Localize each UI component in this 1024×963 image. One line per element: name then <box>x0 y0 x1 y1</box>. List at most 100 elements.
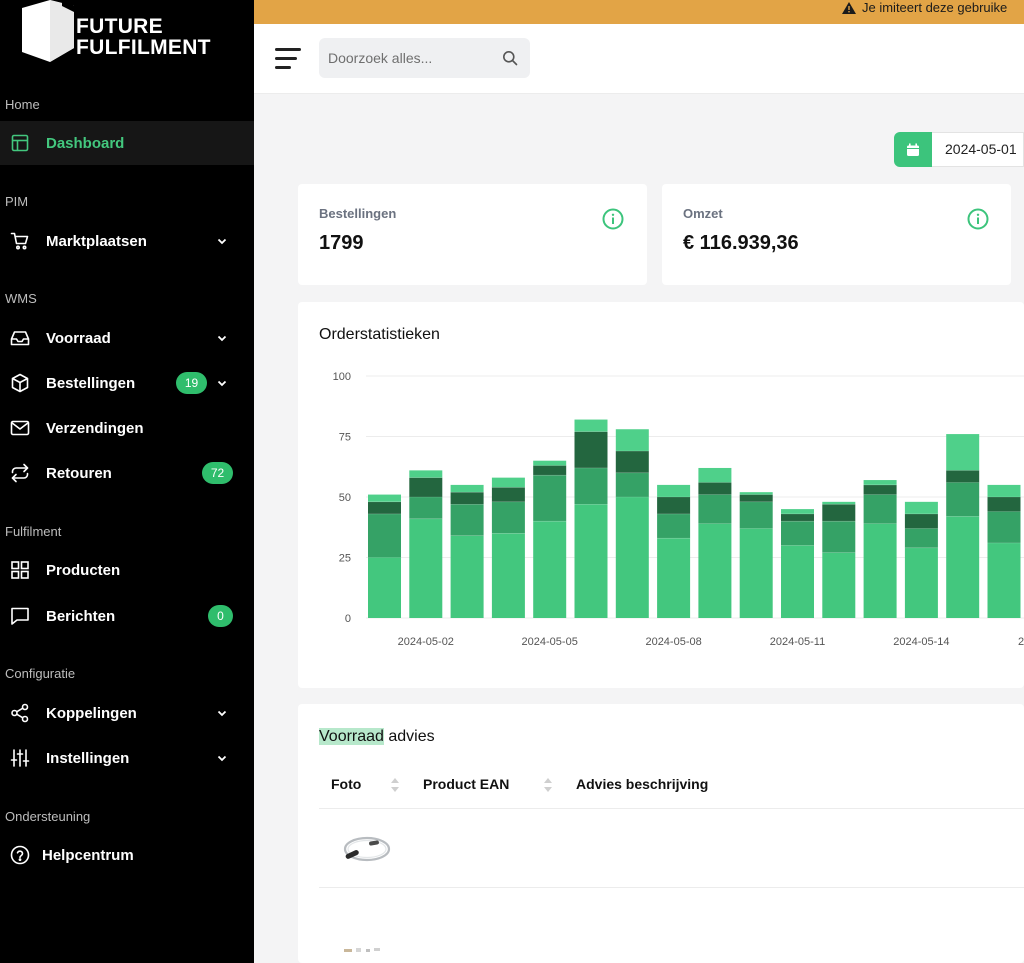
x-tick-label: 2024-05-14 <box>893 636 949 648</box>
table-row[interactable] <box>319 809 1024 887</box>
info-icon[interactable] <box>967 208 989 230</box>
chart-bar-segment <box>491 533 525 618</box>
sidebar-item-retouren[interactable]: Retouren 72 <box>0 451 254 495</box>
search-icon[interactable] <box>502 50 518 66</box>
y-tick-label: 75 <box>339 432 351 444</box>
chart-bar-segment <box>533 475 567 522</box>
impersonation-warning: Je imiteert deze gebruike <box>842 0 1007 15</box>
chart-bar-segment <box>574 419 608 432</box>
chart-bar-segment <box>409 470 443 478</box>
search-input[interactable] <box>319 38 499 78</box>
chart-bar-segment <box>368 494 401 502</box>
chart-bar-segment <box>946 470 980 483</box>
sidebar-item-koppelingen[interactable]: Koppelingen <box>0 691 254 735</box>
chart-bar-segment <box>739 501 773 529</box>
chart-bar-segment <box>491 501 525 534</box>
chart-bar-segment <box>987 511 1021 543</box>
stock-advice-title: Voorraad advies <box>319 728 435 746</box>
column-header-foto[interactable]: Foto <box>331 776 362 792</box>
x-tick-label: 2024-05-08 <box>645 636 701 648</box>
section-configuratie: Configuratie <box>5 666 76 681</box>
date-picker-button[interactable] <box>894 132 932 167</box>
chart-bar-segment <box>615 497 649 618</box>
product-photo <box>344 948 380 952</box>
layout-icon <box>10 133 30 153</box>
column-header-advies-beschrijving[interactable]: Advies beschrijving <box>576 776 709 792</box>
chart-bar-segment <box>533 465 567 476</box>
message-icon <box>10 606 30 626</box>
chart-bar-segment <box>657 538 691 618</box>
sidebar-item-berichten[interactable]: Berichten 0 <box>0 594 254 638</box>
section-home: Home <box>5 97 40 112</box>
sidebar-item-label: Verzendingen <box>46 419 144 437</box>
sidebar-item-label: Helpcentrum <box>42 846 134 864</box>
chart-bar-segment <box>368 501 401 514</box>
chart-bar-segment <box>863 480 897 485</box>
sidebar-item-helpcentrum[interactable]: Helpcentrum <box>0 833 254 877</box>
chart-bar-segment <box>987 497 1021 512</box>
chart-bar-segment <box>491 487 525 502</box>
chart-bar-segment <box>904 501 938 514</box>
sidebar-item-label: Berichten <box>46 607 116 625</box>
chart-bar-segment <box>533 521 567 618</box>
brand-logo[interactable]: FUTURE FULFILMENT <box>22 0 222 66</box>
chart-bar-segment <box>863 484 897 495</box>
date-range-field[interactable]: 2024-05-01 <box>932 132 1024 167</box>
chart-bar-segment <box>574 504 608 618</box>
chart-bar-segment <box>698 523 732 618</box>
sidebar-item-bestellingen[interactable]: Bestellingen 19 <box>0 361 254 405</box>
mail-icon <box>10 418 30 438</box>
chart-bar-segment <box>698 467 732 483</box>
chart-bar-segment <box>739 528 773 618</box>
sidebar-item-label: Retouren <box>46 464 112 482</box>
sidebar-item-instellingen[interactable]: Instellingen <box>0 736 254 780</box>
chevron-down-icon[interactable] <box>216 377 228 389</box>
stat-label: Bestellingen <box>319 206 397 221</box>
section-pim: PIM <box>5 194 29 209</box>
repeat-icon <box>10 463 30 483</box>
menu-toggle-icon[interactable] <box>275 48 301 70</box>
chevron-down-icon[interactable] <box>216 332 228 344</box>
cart-icon <box>10 231 30 251</box>
chart-bar-segment <box>450 484 484 493</box>
table-row[interactable] <box>319 888 1024 963</box>
chart-bar-segment <box>904 547 938 618</box>
inbox-icon <box>10 328 30 348</box>
sidebar-item-marktplaatsen[interactable]: Marktplaatsen <box>0 219 254 263</box>
sidebar-item-voorraad[interactable]: Voorraad <box>0 316 254 360</box>
grid-icon <box>10 560 30 580</box>
chart-bar-segment <box>946 516 980 618</box>
sidebar-item-label: Bestellingen <box>46 374 136 392</box>
chart-bar-segment <box>822 521 856 553</box>
chart-bar-segment <box>739 492 773 495</box>
sidebar-item-dashboard[interactable]: Dashboard <box>0 121 254 165</box>
chart-bar-segment <box>904 528 938 548</box>
stat-card-revenue: Omzet € 116.939,36 <box>662 184 1011 285</box>
sidebar-item-label: Voorraad <box>46 329 111 347</box>
sort-icon[interactable] <box>543 776 553 794</box>
sidebar-item-producten[interactable]: Producten <box>0 548 254 592</box>
chevron-down-icon[interactable] <box>216 235 228 247</box>
chart-bar-segment <box>822 501 856 505</box>
y-tick-label: 0 <box>345 613 351 625</box>
sliders-icon <box>10 748 30 768</box>
x-tick-label: 2024-05-02 <box>398 636 454 648</box>
chart-bar-segment <box>450 492 484 505</box>
y-tick-label: 25 <box>339 553 351 565</box>
box-icon <box>10 373 30 393</box>
chart-bar-segment <box>698 494 732 524</box>
sort-icon[interactable] <box>390 776 400 794</box>
chevron-down-icon[interactable] <box>216 752 228 764</box>
section-wms: WMS <box>5 291 37 306</box>
stat-label: Omzet <box>683 206 723 221</box>
sidebar-item-verzendingen[interactable]: Verzendingen <box>0 406 254 450</box>
column-header-product-ean[interactable]: Product EAN <box>423 776 510 792</box>
chart-bar-segment <box>739 494 773 502</box>
chart-bar-segment <box>781 521 814 546</box>
info-icon[interactable] <box>602 208 624 230</box>
help-circle-icon <box>10 845 30 865</box>
chevron-down-icon[interactable] <box>216 707 228 719</box>
chart-bar-segment <box>822 504 856 522</box>
chart-bar-segment <box>657 497 691 514</box>
chart-bar-segment <box>533 460 567 466</box>
